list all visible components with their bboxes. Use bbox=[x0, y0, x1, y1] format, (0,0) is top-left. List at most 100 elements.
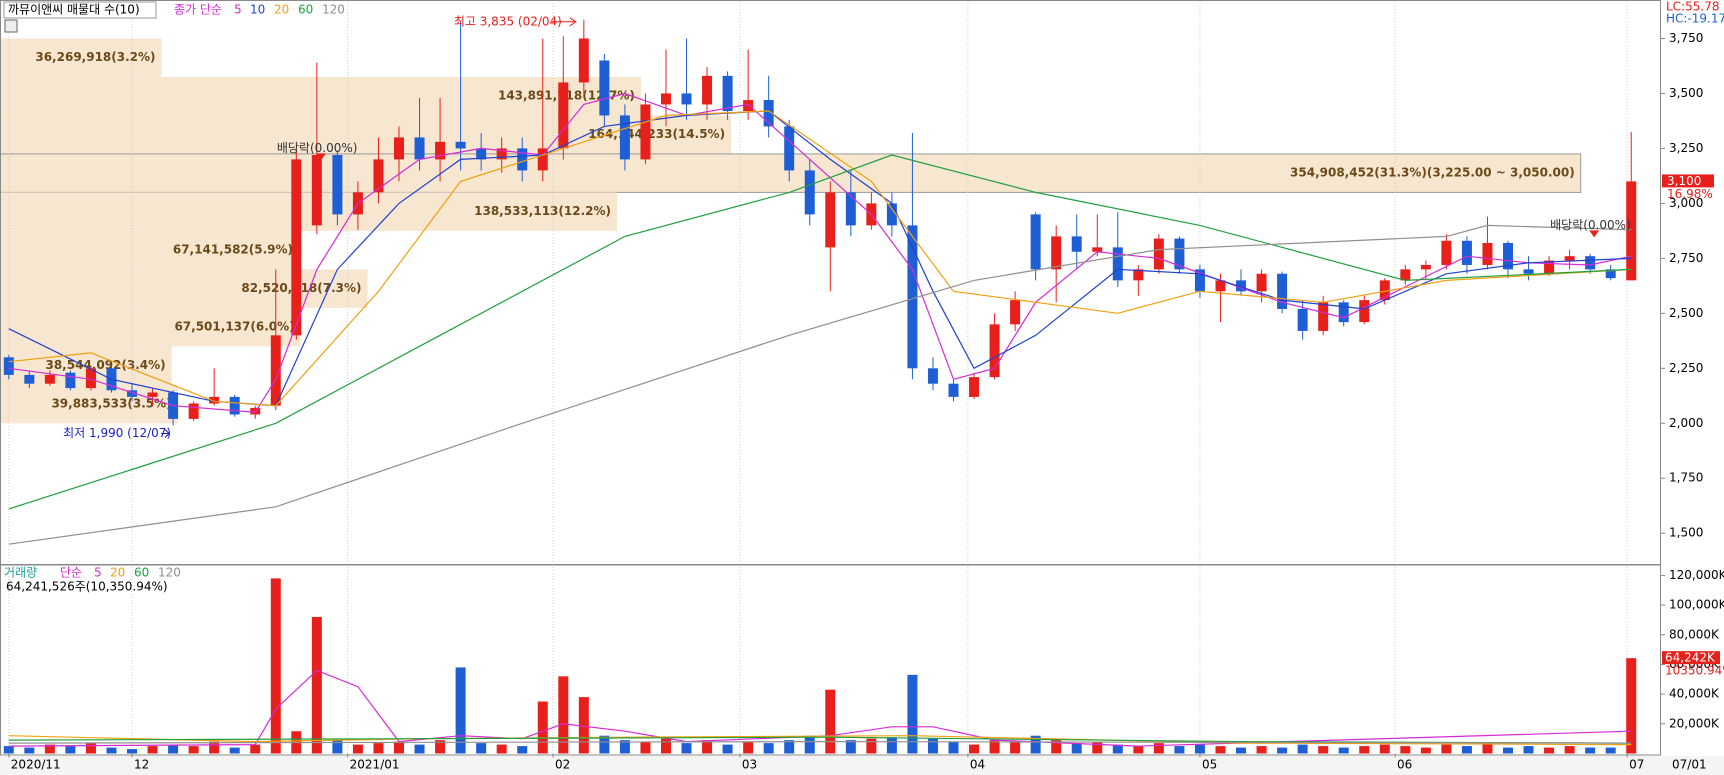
y-tick-label: 3,500 bbox=[1669, 86, 1703, 100]
x-tick-label: 2020/11 bbox=[11, 758, 61, 772]
legend-entry: 20 bbox=[274, 3, 289, 17]
plot bbox=[3, 19, 1637, 754]
volume-bar bbox=[1194, 744, 1205, 754]
legend-entry: 120 bbox=[158, 566, 181, 580]
annotation: 최저 1,990 (12/07) bbox=[63, 426, 171, 440]
annotation: 배당락(0.00%) bbox=[277, 141, 358, 155]
y-tick-label: 20,000K bbox=[1669, 716, 1720, 730]
legend-entry: 60 bbox=[134, 566, 149, 580]
volume-bar bbox=[1626, 658, 1637, 754]
volume-bar bbox=[250, 744, 261, 754]
volume-bar bbox=[414, 744, 425, 754]
volume-bar bbox=[1420, 747, 1431, 754]
candle-body bbox=[332, 155, 343, 215]
candle-body bbox=[640, 104, 651, 160]
candle-body bbox=[1010, 300, 1021, 325]
volume-bar bbox=[784, 740, 795, 754]
volume-bar bbox=[1092, 741, 1103, 754]
candle-body bbox=[1441, 240, 1452, 265]
candle-body bbox=[1564, 256, 1575, 261]
x-tick-label: 07 bbox=[1629, 758, 1644, 772]
profile-bar bbox=[0, 269, 368, 308]
candle-body bbox=[1523, 269, 1534, 274]
volume-bar bbox=[1359, 746, 1370, 754]
profile-label: 138,533,113(12.2%) bbox=[474, 204, 611, 218]
profile-label: 67,141,582(5.9%) bbox=[173, 243, 293, 257]
candle-body bbox=[989, 324, 1000, 378]
candle-body bbox=[209, 396, 220, 404]
ma-line bbox=[8, 224, 1632, 545]
volume-bar bbox=[702, 740, 713, 754]
candle-body bbox=[886, 203, 897, 226]
volume-bar bbox=[763, 743, 774, 754]
candle-body bbox=[702, 75, 713, 105]
volume-bar bbox=[147, 746, 158, 754]
volume-bar bbox=[1051, 740, 1062, 754]
candle-body bbox=[1379, 280, 1390, 301]
volume-bar bbox=[804, 735, 815, 754]
candle-body bbox=[907, 225, 918, 369]
volume-bar bbox=[352, 744, 363, 754]
x-tick-label: 2021/01 bbox=[350, 758, 400, 772]
candle-body bbox=[619, 115, 630, 160]
y-tick-label: 1,500 bbox=[1669, 526, 1703, 540]
volume-bar bbox=[660, 738, 671, 754]
candle-body bbox=[414, 137, 425, 160]
last-price-change: 16.98% bbox=[1667, 187, 1713, 201]
candle-body bbox=[1030, 214, 1041, 270]
volume-bar bbox=[270, 578, 281, 754]
y-tick-label: 1,750 bbox=[1669, 471, 1703, 485]
candle-body bbox=[1153, 238, 1164, 270]
volume-bar bbox=[1112, 744, 1123, 754]
candle-body bbox=[496, 148, 507, 160]
volume-bar bbox=[394, 741, 405, 754]
volume-info: 64,241,526주(10,350.94%) bbox=[6, 580, 168, 594]
annotation-arrow bbox=[551, 17, 577, 27]
candle-body bbox=[517, 148, 528, 171]
volume-bar bbox=[209, 741, 220, 754]
y-tick-label: 3,000 bbox=[1669, 196, 1703, 210]
volume-title: 거래량 bbox=[4, 566, 37, 580]
candle-body bbox=[1585, 256, 1596, 270]
candle-body bbox=[948, 383, 959, 397]
volume-bar bbox=[989, 740, 1000, 754]
volume-bar bbox=[24, 747, 35, 754]
candle-body bbox=[763, 100, 774, 127]
y-tick-label: 3,750 bbox=[1669, 31, 1703, 45]
candle-body bbox=[394, 137, 405, 160]
profile-bar bbox=[0, 307, 301, 347]
x-tick-label: 03 bbox=[742, 758, 757, 772]
volume-bar bbox=[1277, 747, 1288, 754]
volume-bar bbox=[455, 667, 466, 754]
y-tick-label: 100,000K bbox=[1669, 598, 1724, 612]
candle-body bbox=[599, 60, 610, 116]
candle-body bbox=[1071, 236, 1082, 252]
candle-body bbox=[743, 100, 754, 112]
candle-body bbox=[1482, 242, 1493, 265]
candle-body bbox=[722, 75, 733, 112]
last-price-label: 3,100 bbox=[1667, 174, 1701, 188]
candle-body bbox=[537, 148, 548, 171]
y-tick-label: 80,000K bbox=[1669, 627, 1720, 641]
volume-legend-title: 단순 bbox=[60, 566, 82, 580]
y-tick-label: 2,000 bbox=[1669, 416, 1703, 430]
x-tick-label: 04 bbox=[970, 758, 985, 772]
volume-bar bbox=[825, 689, 836, 754]
candle-body bbox=[969, 377, 980, 397]
volume-bar bbox=[619, 740, 630, 754]
volume-bar bbox=[65, 746, 76, 754]
icon[interactable] bbox=[4, 19, 18, 33]
profile-label: 38,544,092(3.4%) bbox=[45, 358, 165, 372]
x-axis-strip bbox=[0, 756, 1724, 775]
volume-bar bbox=[373, 743, 384, 754]
y-tick-label: 2,250 bbox=[1669, 361, 1703, 375]
candle-body bbox=[147, 392, 158, 397]
ma-line bbox=[8, 110, 1632, 407]
volume-bar bbox=[681, 743, 692, 754]
volume-bar bbox=[558, 676, 569, 754]
profile-bar bbox=[0, 38, 162, 77]
volume-bar bbox=[1564, 746, 1575, 754]
y-tick-label: 40,000K bbox=[1669, 687, 1720, 701]
candle-body bbox=[1338, 302, 1349, 323]
